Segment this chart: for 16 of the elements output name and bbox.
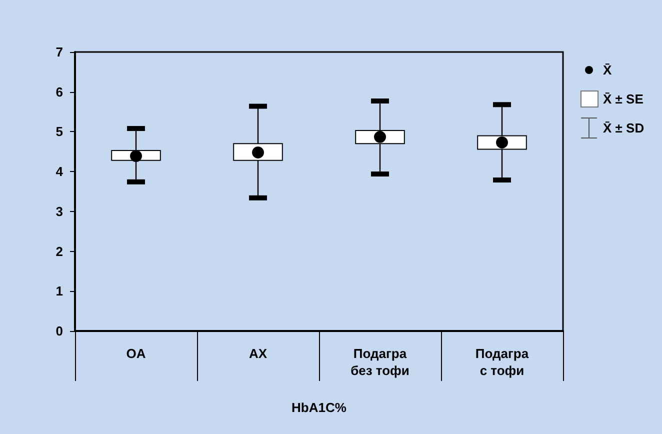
x-tick-label: AX [248,346,268,361]
text: X̄ ± SE [603,92,644,106]
x-axis-title: HbA1C% [292,400,347,415]
x-tick-label: Подагра без тофи [350,346,410,378]
x-tick-label: OA [126,346,146,361]
text: X̄ [603,62,612,78]
text: X̄ ± SD [603,120,644,136]
x-tick-label: Подагра с тофи [475,346,530,378]
y-tick-label: 7 [56,44,63,60]
y-tick-label: 0 [56,324,63,338]
y-tick-label: 4 [56,164,64,180]
y-tick-label: 5 [56,124,63,140]
y-tick-label: 1 [56,284,63,299]
y-tick-label: 3 [56,204,63,219]
y-tick-label: 6 [56,84,63,100]
y-tick-label: 2 [56,244,63,259]
